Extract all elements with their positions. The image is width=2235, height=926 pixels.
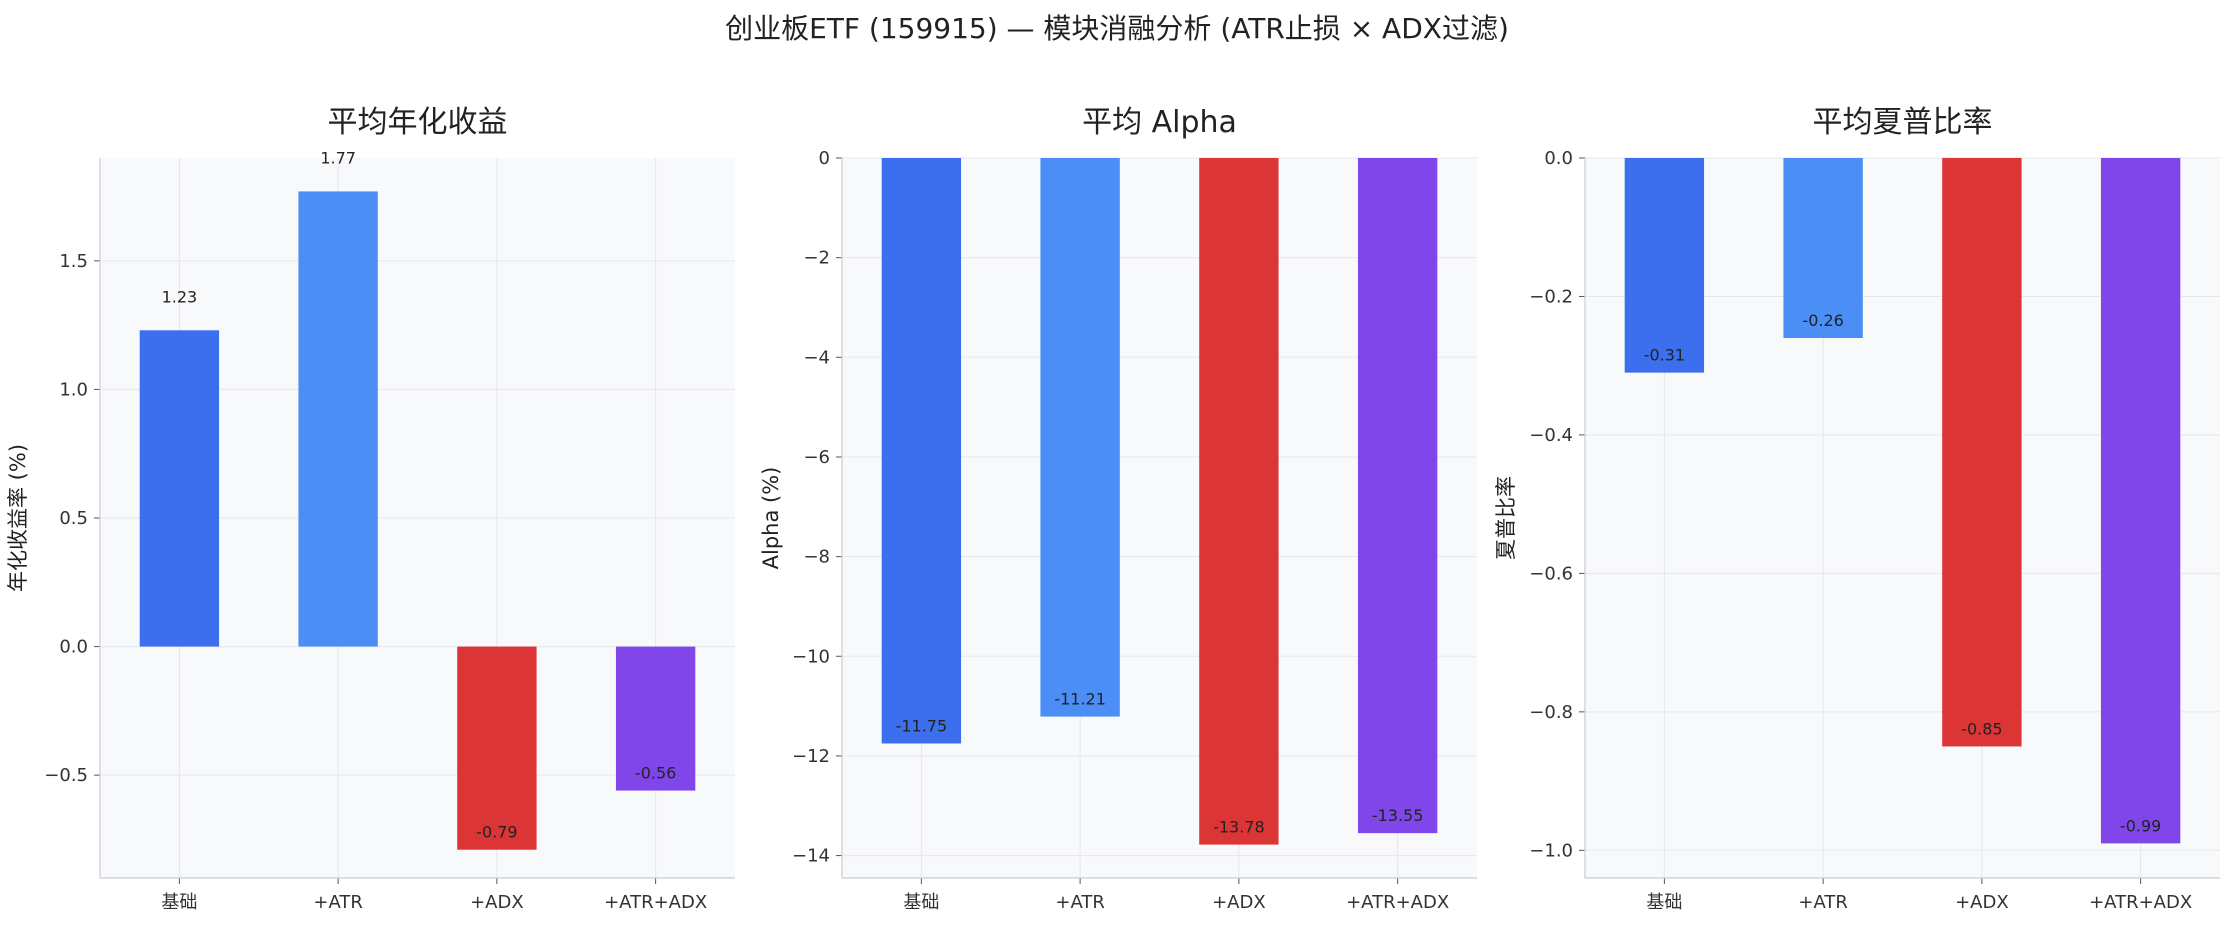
data-label: -0.26: [1802, 311, 1843, 330]
bar: [2100, 158, 2181, 844]
data-label: -11.75: [896, 716, 948, 735]
y-tick-label: 0.0: [1544, 148, 1573, 169]
bar: [457, 646, 537, 850]
y-tick-label: −0.4: [1529, 425, 1573, 446]
data-label: -0.85: [1961, 719, 2002, 738]
data-label: -13.55: [1372, 806, 1424, 825]
data-label: -0.99: [2120, 816, 2161, 835]
y-tick-label: 0.0: [59, 637, 88, 658]
y-tick-label: −10: [792, 646, 830, 667]
bar: [1040, 158, 1120, 717]
x-tick-label: +ADX: [1212, 892, 1266, 913]
x-tick-label: +ADX: [470, 892, 524, 913]
x-tick-label: +ATR+ADX: [604, 892, 707, 913]
data-label: 1.77: [320, 148, 356, 167]
bar: [1783, 158, 1863, 338]
x-tick-label: 基础: [161, 892, 197, 913]
y-tick-label: −0.5: [44, 765, 88, 786]
y-tick-label: −0.2: [1529, 286, 1573, 307]
y-tick-label: −0.6: [1529, 563, 1573, 584]
y-tick-label: −14: [792, 846, 830, 867]
bar: [139, 330, 220, 647]
x-tick-label: +ATR+ADX: [1346, 892, 1449, 913]
y-tick-label: −8: [803, 547, 830, 568]
y-tick-label: 1.5: [59, 251, 88, 272]
bar: [1357, 158, 1438, 834]
y-tick-label: 0: [819, 148, 830, 169]
bar: [1942, 158, 2022, 747]
panel-title: 平均 Alpha: [1082, 105, 1237, 140]
bar: [615, 646, 696, 791]
y-tick-label: −0.8: [1529, 702, 1573, 723]
bar: [881, 158, 962, 744]
data-label: -11.21: [1054, 690, 1106, 709]
data-label: -0.56: [635, 764, 676, 783]
x-tick-label: 基础: [903, 892, 939, 913]
chart-panel-1: −0.50.00.51.01.5基础 +ATR +ADX +ATR+ADX1.231.…: [6, 105, 735, 913]
y-axis-label: Alpha (%): [759, 467, 783, 570]
figure-suptitle: 创业板ETF (159915) — 模块消融分析 (ATR止损 × ADX过滤): [725, 12, 1509, 45]
y-tick-label: −12: [792, 746, 830, 767]
bar: [298, 191, 378, 647]
x-tick-label: +ATR: [313, 892, 363, 913]
y-axis-label: 夏普比率: [1494, 476, 1518, 560]
data-label: -0.31: [1644, 346, 1685, 365]
y-tick-label: 0.5: [59, 508, 88, 529]
bar: [1624, 158, 1705, 373]
panel-title: 平均年化收益: [328, 105, 508, 140]
data-label: -0.79: [476, 823, 517, 842]
y-tick-label: −2: [803, 248, 830, 269]
y-axis-label: 年化收益率 (%): [6, 444, 30, 592]
panel-title: 平均夏普比率: [1813, 105, 1993, 140]
y-tick-label: −1.0: [1529, 840, 1573, 861]
chart-panels: −0.50.00.51.01.5基础 +ATR +ADX +ATR+ADX1.231.…: [6, 105, 2220, 913]
data-label: 1.23: [162, 287, 198, 306]
x-tick-label: 基础: [1646, 892, 1682, 913]
x-tick-label: +ATR: [1798, 892, 1848, 913]
y-tick-label: −4: [803, 347, 830, 368]
chart-panel-3: −1.0−0.8−0.6−0.4−0.20.0基础 +ATR +ADX +ATR+AD…: [1494, 105, 2220, 913]
data-label: -13.78: [1213, 818, 1265, 837]
x-tick-label: +ADX: [1955, 892, 2009, 913]
bar: [1199, 158, 1279, 845]
y-tick-label: 1.0: [59, 379, 88, 400]
x-tick-label: +ATR: [1055, 892, 1105, 913]
y-tick-label: −6: [803, 447, 830, 468]
x-tick-label: +ATR+ADX: [2089, 892, 2192, 913]
